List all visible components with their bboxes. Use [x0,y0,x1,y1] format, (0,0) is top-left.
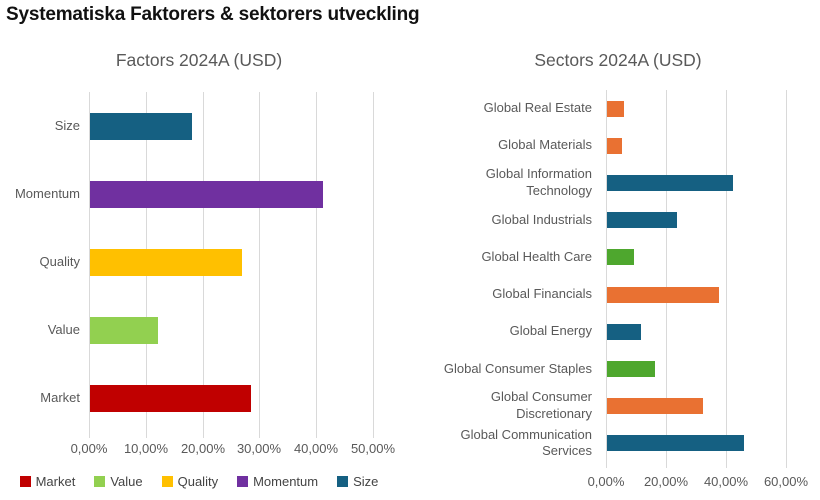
bar-global-consumer-staples [607,361,655,377]
legend-swatch-icon [161,476,173,487]
bar-global-information-technology [607,175,733,191]
bar-global-materials [607,137,622,154]
bar-global-industrials [607,212,677,229]
legend-swatch-icon [19,476,31,487]
gridline [786,90,787,468]
legend-label: Value [110,474,143,489]
x-axis-tick-label: 0,00% [587,474,625,489]
bar-value [90,316,158,344]
factors-legend: Market Value Quality Momentum Size [6,474,392,489]
x-axis-tick-label: 40,00% [293,441,339,456]
category-label-global-financials: Global Financials [492,286,592,302]
bar-global-energy [607,323,641,340]
category-label-global-consumer-discretionary: Global Consumer Discretionary [490,389,592,422]
legend-swatch-icon [337,476,349,487]
bar-global-consumer-discretionary [607,398,703,415]
category-label-momentum: Momentum [14,185,80,201]
legend-swatch-icon [94,476,106,487]
bar-market [90,384,251,412]
page-title: Systematiska Faktorers & sektorers utvec… [6,4,420,25]
factors-chart-title: Factors 2024A (USD) [115,50,283,70]
category-label-global-information-technology: Global Information Technology [485,166,592,198]
category-label-global-energy: Global Energy [509,323,592,339]
legend-label: Momentum [253,474,319,489]
gridline [373,92,374,438]
gridline [259,92,260,438]
category-label-global-communication-services: Global Communication Services [460,426,592,459]
category-label-global-materials: Global Materials [498,137,592,153]
gridline [316,92,317,438]
legend-item-momentum: Momentum [237,474,318,489]
gridline [666,90,667,468]
gridline [606,90,607,468]
x-axis-tick-label: 0,00% [70,441,108,456]
sectors-chart: Sectors 2024A (USD) 0,00% 20,00% 40,00% 60,… [420,44,816,500]
bar-global-real-estate [607,100,624,117]
x-axis-tick-label: 60,00% [763,474,809,489]
category-label-global-real-estate: Global Real Estate [483,100,592,116]
x-axis-tick-label: 50,00% [350,441,396,456]
bar-momentum [90,180,323,208]
category-label-global-industrials: Global Industrials [491,211,592,227]
bar-quality [90,248,242,276]
factors-plot-area: 0,00% 10,00% 20,00% 30,00% 40,00% 50,00% Size M… [6,92,395,472]
x-axis-tick-label: 20,00% [643,474,689,489]
legend-item-quality: Quality [161,474,219,489]
legend-swatch-icon [237,476,249,487]
bar-global-financials [607,286,719,303]
bar-global-communication-services [607,435,744,452]
legend-item-size: Size [337,474,378,489]
category-label-size: Size [54,117,80,133]
factors-chart: Factors 2024A (USD) 0,00% 10,00% 20,00% 30,… [6,44,395,500]
bar-size [90,112,192,140]
legend-label: Size [353,474,379,489]
category-label-market: Market [40,389,80,405]
gridline [89,92,90,438]
gridline [726,90,727,468]
category-label-quality: Quality [39,253,80,269]
legend-label: Market [35,474,76,489]
category-label-global-health-care: Global Health Care [481,248,592,264]
sectors-plot-area: 0,00% 20,00% 40,00% 60,00% Global Real Estat… [420,90,816,500]
bar-global-health-care [607,249,634,266]
sectors-chart-title: Sectors 2024A (USD) [534,50,702,70]
x-axis-tick-label: 10,00% [123,441,169,456]
category-label-global-consumer-staples: Global Consumer Staples [443,360,592,376]
legend-item-market: Market [19,474,76,489]
x-axis-tick-label: 40,00% [703,474,749,489]
legend-item-value: Value [94,474,143,489]
x-axis-tick-label: 20,00% [180,441,226,456]
x-axis-tick-label: 30,00% [236,441,282,456]
category-label-value: Value [47,321,80,337]
legend-label: Quality [177,474,219,489]
